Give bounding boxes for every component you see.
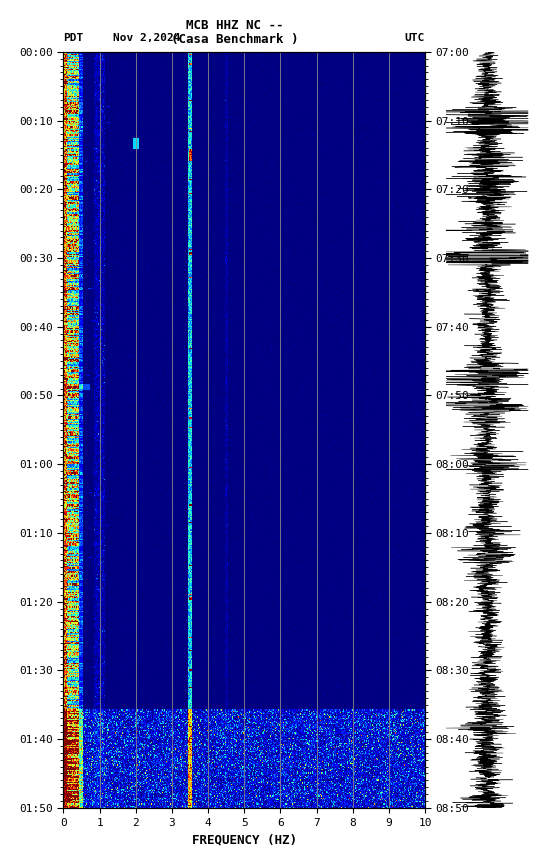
Text: (Casa Benchmark ): (Casa Benchmark ) [171,33,298,46]
X-axis label: FREQUENCY (HZ): FREQUENCY (HZ) [192,833,297,846]
Text: MCB HHZ NC --: MCB HHZ NC -- [186,19,283,32]
Text: Nov 2,2024: Nov 2,2024 [113,33,181,43]
Text: UTC: UTC [405,33,425,43]
Text: PDT: PDT [63,33,84,43]
